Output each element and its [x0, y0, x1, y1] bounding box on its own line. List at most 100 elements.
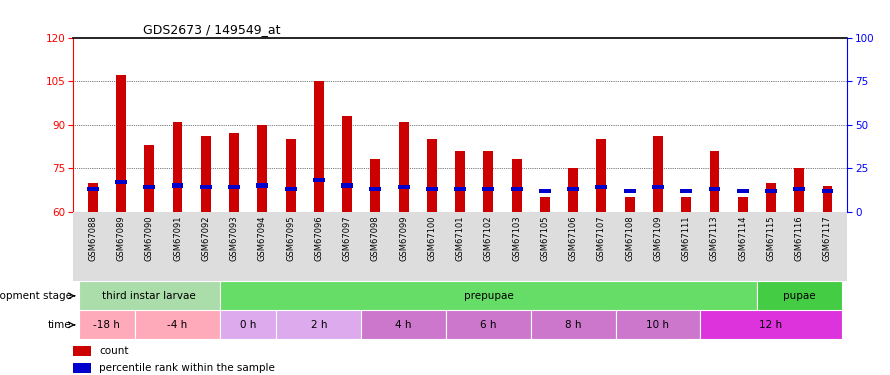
- Text: GSM67099: GSM67099: [399, 215, 409, 261]
- Text: GSM67103: GSM67103: [512, 215, 522, 261]
- Text: GSM67111: GSM67111: [682, 215, 691, 261]
- Text: GSM67108: GSM67108: [625, 215, 635, 261]
- Bar: [135, 310, 220, 339]
- Bar: [313, 178, 325, 183]
- Bar: [511, 187, 522, 191]
- Text: GSM67102: GSM67102: [484, 215, 493, 261]
- Bar: [595, 185, 607, 189]
- Bar: [446, 310, 530, 339]
- Bar: [78, 310, 135, 339]
- Bar: [530, 310, 616, 339]
- Text: GSM67107: GSM67107: [597, 215, 606, 261]
- Text: -18 h: -18 h: [93, 320, 120, 330]
- Bar: [78, 281, 220, 310]
- Bar: [482, 187, 494, 191]
- Text: GSM67116: GSM67116: [795, 215, 804, 261]
- Bar: [567, 187, 579, 191]
- Text: GSM67117: GSM67117: [823, 215, 832, 261]
- Bar: [738, 197, 748, 211]
- Bar: [681, 197, 692, 211]
- Bar: [342, 116, 352, 212]
- Bar: [220, 281, 756, 310]
- Text: GSM67098: GSM67098: [371, 215, 380, 261]
- Bar: [256, 183, 268, 188]
- Bar: [596, 139, 606, 212]
- Text: 12 h: 12 h: [759, 320, 782, 330]
- Bar: [257, 124, 267, 211]
- Text: GSM67092: GSM67092: [201, 215, 210, 261]
- Bar: [766, 183, 776, 212]
- Bar: [512, 159, 522, 212]
- Bar: [399, 122, 409, 211]
- Bar: [822, 186, 832, 211]
- Bar: [625, 197, 635, 211]
- Text: GSM67091: GSM67091: [173, 215, 182, 261]
- Bar: [220, 310, 277, 339]
- Bar: [426, 187, 438, 191]
- Bar: [228, 185, 240, 189]
- Bar: [794, 168, 805, 211]
- Text: GSM67095: GSM67095: [286, 215, 295, 261]
- Text: GSM67109: GSM67109: [653, 215, 662, 261]
- Bar: [821, 189, 833, 193]
- Text: -4 h: -4 h: [167, 320, 188, 330]
- Text: GSM67114: GSM67114: [738, 215, 748, 261]
- Text: GSM67101: GSM67101: [456, 215, 465, 261]
- Text: GSM67113: GSM67113: [710, 215, 719, 261]
- Bar: [454, 187, 466, 191]
- Text: 6 h: 6 h: [480, 320, 497, 330]
- Bar: [369, 187, 381, 191]
- Text: GSM67097: GSM67097: [343, 215, 352, 261]
- Bar: [398, 185, 409, 189]
- Bar: [370, 159, 380, 212]
- Text: GSM67105: GSM67105: [540, 215, 549, 261]
- Bar: [73, 346, 91, 356]
- Bar: [173, 122, 182, 211]
- Bar: [756, 281, 842, 310]
- Text: GSM67100: GSM67100: [427, 215, 436, 261]
- Bar: [793, 187, 805, 191]
- Bar: [286, 139, 295, 212]
- Text: time: time: [48, 320, 71, 330]
- Text: GSM67090: GSM67090: [145, 215, 154, 261]
- Text: 4 h: 4 h: [395, 320, 412, 330]
- Text: 8 h: 8 h: [565, 320, 581, 330]
- Bar: [708, 187, 720, 191]
- Text: development stage: development stage: [0, 291, 71, 301]
- Text: 2 h: 2 h: [311, 320, 328, 330]
- Text: GSM67089: GSM67089: [117, 215, 125, 261]
- Bar: [341, 183, 353, 188]
- Text: 0 h: 0 h: [240, 320, 256, 330]
- Text: count: count: [99, 346, 128, 356]
- Text: GSM67096: GSM67096: [314, 215, 323, 261]
- Bar: [539, 189, 551, 193]
- Bar: [87, 187, 99, 191]
- Bar: [427, 139, 437, 212]
- Bar: [116, 75, 126, 211]
- Bar: [709, 151, 719, 211]
- Bar: [314, 81, 324, 212]
- Text: GSM67106: GSM67106: [569, 215, 578, 261]
- Bar: [201, 136, 211, 212]
- Bar: [73, 363, 91, 374]
- Bar: [624, 189, 635, 193]
- Text: 10 h: 10 h: [646, 320, 669, 330]
- Bar: [483, 151, 493, 211]
- Text: prepupae: prepupae: [464, 291, 514, 301]
- Bar: [455, 151, 465, 211]
- Bar: [200, 185, 212, 189]
- Bar: [285, 187, 296, 191]
- Text: pupae: pupae: [783, 291, 815, 301]
- Bar: [361, 310, 446, 339]
- Bar: [143, 185, 155, 189]
- Bar: [172, 183, 183, 188]
- Text: GDS2673 / 149549_at: GDS2673 / 149549_at: [142, 23, 280, 36]
- Bar: [737, 189, 748, 193]
- Text: third instar larvae: third instar larvae: [102, 291, 196, 301]
- Bar: [616, 310, 700, 339]
- Bar: [144, 145, 154, 211]
- Text: percentile rank within the sample: percentile rank within the sample: [99, 363, 275, 373]
- Bar: [277, 310, 361, 339]
- Bar: [540, 197, 550, 211]
- Bar: [653, 136, 663, 212]
